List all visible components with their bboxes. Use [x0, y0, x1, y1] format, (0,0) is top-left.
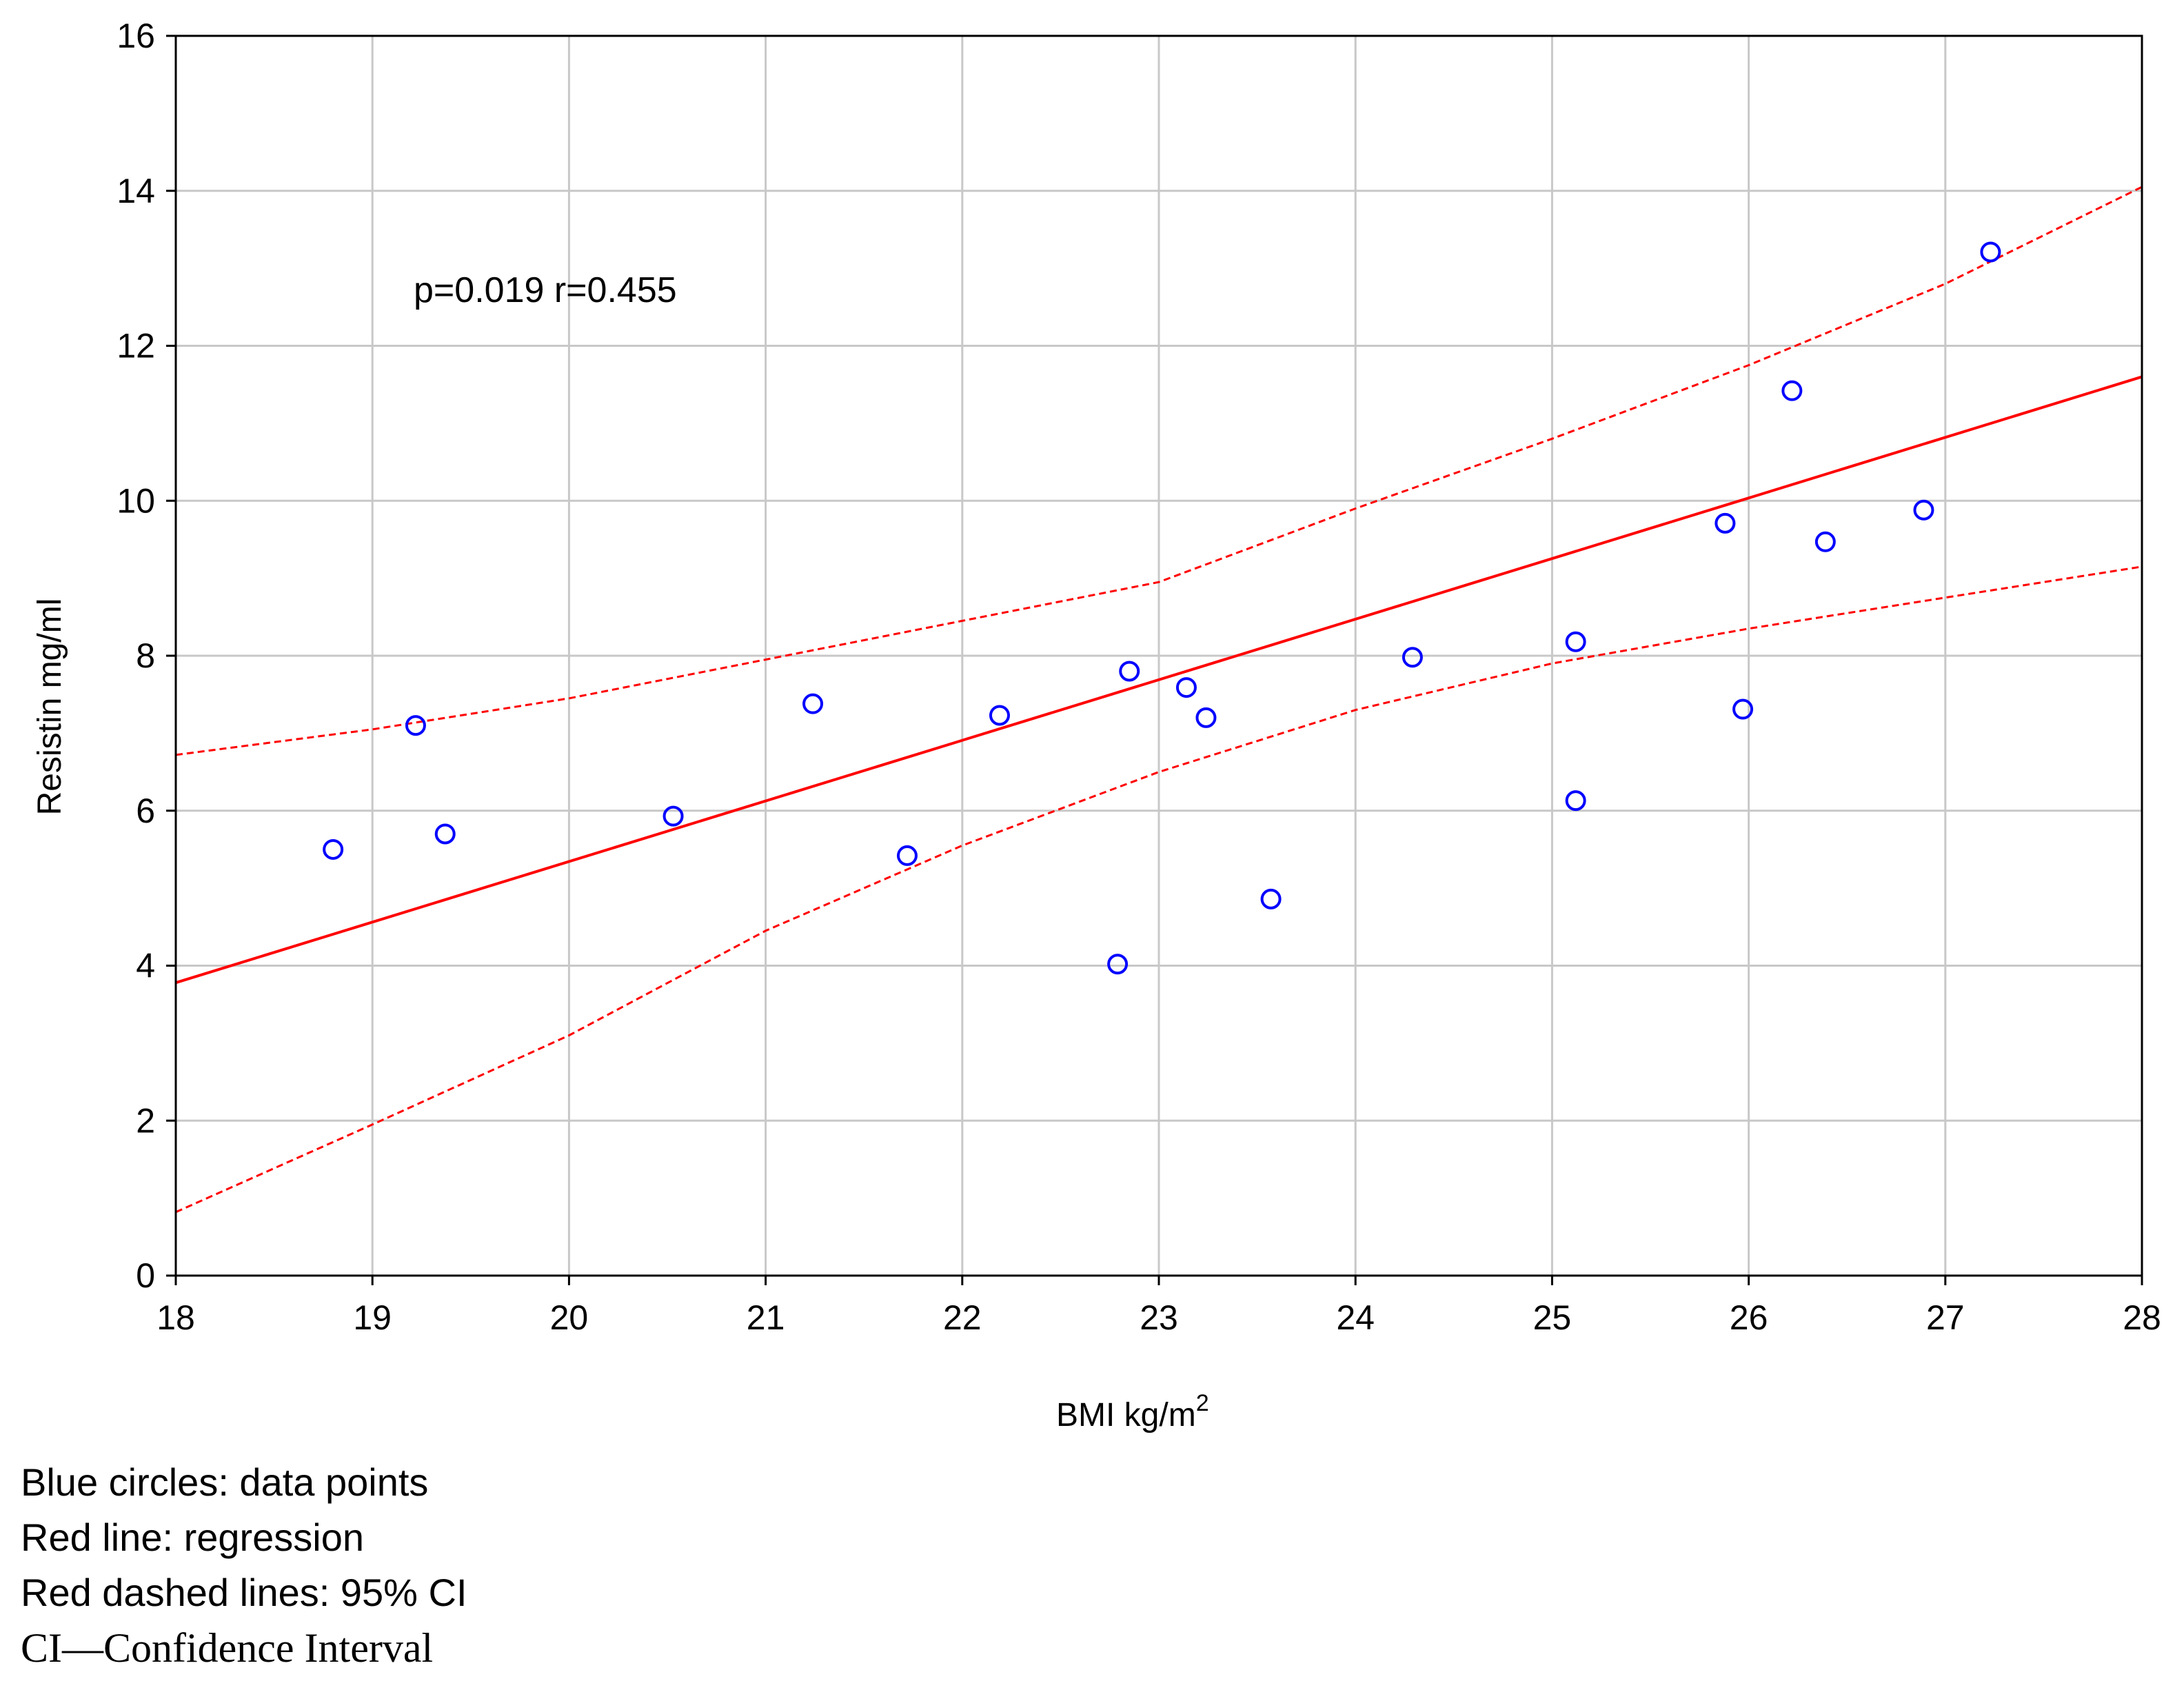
- data-point: [989, 705, 1010, 726]
- x-axis-label: BMI kg/m: [1056, 1397, 1196, 1434]
- x-tick-label: 22: [943, 1298, 982, 1337]
- data-point: [1814, 531, 1836, 552]
- data-point: [1715, 512, 1736, 534]
- x-tick-label: 27: [1926, 1298, 1965, 1337]
- data-point: [1565, 790, 1586, 812]
- data-point: [1195, 707, 1217, 728]
- x-axis-title: BMI kg/m2: [1056, 1390, 1209, 1434]
- y-tick-label: 16: [117, 17, 155, 55]
- plot-frame: [174, 34, 2143, 1277]
- y-tick-label: 8: [136, 636, 155, 675]
- data-point: [663, 805, 684, 827]
- y-tick-label: 10: [117, 481, 155, 520]
- data-point: [323, 838, 344, 860]
- data-points: [323, 241, 2001, 975]
- note-data-points: Blue circles: data points: [21, 1460, 429, 1504]
- data-point: [405, 715, 426, 736]
- data-point: [1402, 647, 1423, 668]
- y-tick-label: 12: [117, 327, 155, 365]
- note-regression: Red line: regression: [21, 1516, 365, 1559]
- x-tick-label: 25: [1533, 1298, 1572, 1337]
- data-point: [1781, 380, 1803, 401]
- data-point: [896, 845, 918, 866]
- x-tick-label: 24: [1336, 1298, 1375, 1337]
- note-ci: Red dashed lines: 95% CI: [21, 1571, 467, 1614]
- data-point: [1107, 954, 1129, 975]
- figure-notes: Blue circles: data points Red line: regr…: [21, 1455, 467, 1676]
- y-axis-title: Resistin mg/ml: [32, 598, 68, 816]
- x-tick-label: 26: [1730, 1298, 1768, 1337]
- y-tick-label: 0: [136, 1256, 155, 1295]
- data-point: [1119, 661, 1140, 682]
- x-tick-label: 20: [550, 1298, 589, 1337]
- y-tick-label: 2: [136, 1101, 155, 1140]
- confidence-interval: [175, 185, 2143, 1214]
- y-tick-label: 4: [136, 947, 155, 985]
- y-tick-label: 6: [136, 792, 155, 830]
- x-tick-label: 18: [156, 1298, 195, 1337]
- note-ci-definition: CI—Confidence Interval: [21, 1625, 434, 1671]
- ci-upper-line: [175, 185, 2143, 756]
- x-axis-label-superscript: 2: [1196, 1390, 1209, 1416]
- y-tick-label: 14: [117, 172, 155, 210]
- data-point: [1732, 698, 1754, 720]
- data-point: [802, 693, 824, 714]
- stats-annotation: p=0.019 r=0.455: [414, 270, 677, 310]
- x-tick-label: 28: [2123, 1298, 2161, 1337]
- data-point: [1175, 677, 1197, 698]
- x-tick-label: 23: [1140, 1298, 1178, 1337]
- data-point: [1980, 241, 2001, 263]
- data-point: [1913, 499, 1934, 521]
- regression: [175, 375, 2143, 985]
- grid: [166, 34, 2143, 1285]
- regression-line: [175, 375, 2143, 985]
- data-point: [1260, 888, 1282, 909]
- ci-lower-line: [175, 565, 2143, 1214]
- data-point: [434, 823, 456, 845]
- data-point: [1565, 631, 1586, 652]
- x-tick-label: 19: [353, 1298, 392, 1337]
- x-tick-label: 21: [747, 1298, 785, 1337]
